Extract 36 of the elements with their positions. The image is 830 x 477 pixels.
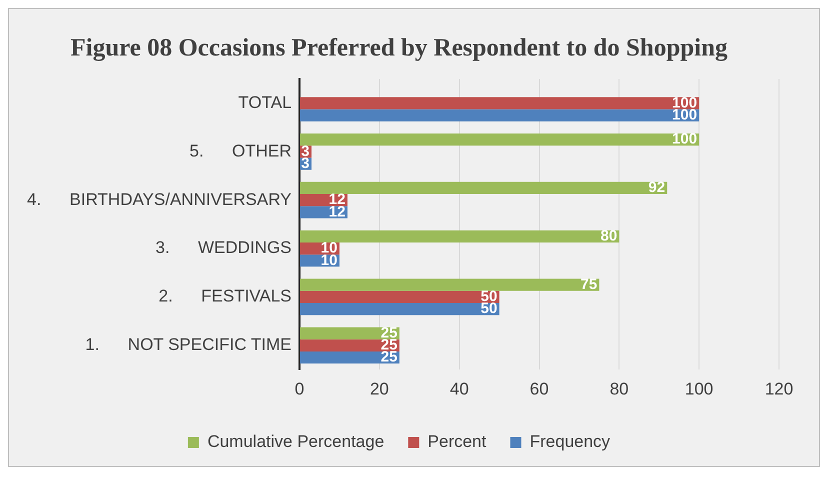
data-label: 12 bbox=[328, 203, 346, 220]
data-label: 92 bbox=[648, 179, 666, 196]
x-tick-label: 0 bbox=[294, 379, 304, 398]
bar bbox=[300, 182, 668, 194]
data-label: 100 bbox=[672, 130, 698, 148]
bar bbox=[300, 133, 700, 146]
bar bbox=[300, 278, 600, 291]
bar bbox=[300, 290, 500, 304]
y-tick-label: 2. FESTIVALS bbox=[158, 286, 292, 306]
y-tick-label: 4. BIRTHDAYS/ANNIVERSARY bbox=[26, 190, 292, 209]
bar bbox=[300, 339, 400, 352]
bar bbox=[300, 230, 620, 242]
x-tick-label: 60 bbox=[530, 379, 549, 398]
data-label: 100 bbox=[672, 106, 698, 124]
x-tick-label: 20 bbox=[370, 379, 389, 398]
x-tick-label: 100 bbox=[684, 379, 714, 398]
data-label: 75 bbox=[580, 276, 598, 293]
bar bbox=[300, 109, 700, 122]
bar bbox=[300, 327, 400, 340]
y-tick-label: TOTAL bbox=[238, 92, 292, 112]
legend-label: Percent bbox=[428, 432, 487, 452]
data-label: 3 bbox=[301, 154, 310, 172]
x-tick-label: 80 bbox=[610, 379, 629, 398]
legend-label: Frequency bbox=[530, 432, 611, 452]
data-label: 10 bbox=[320, 252, 338, 269]
bar bbox=[300, 303, 500, 316]
legend-label: Cumulative Percentage bbox=[207, 432, 384, 452]
y-tick-label: 1. NOT SPECIFIC TIME bbox=[85, 335, 292, 354]
bar bbox=[300, 351, 400, 364]
y-tick-label: 3. WEDDINGS bbox=[155, 238, 292, 258]
chart-title: Figure 08 Occasions Preferred by Respondent to do Shopping bbox=[70, 34, 728, 62]
x-tick-label: 40 bbox=[450, 379, 469, 398]
y-tick-label: 5. OTHER bbox=[189, 141, 292, 160]
bar bbox=[300, 97, 700, 110]
data-label: 80 bbox=[600, 228, 618, 245]
x-tick-label: 120 bbox=[764, 379, 794, 398]
